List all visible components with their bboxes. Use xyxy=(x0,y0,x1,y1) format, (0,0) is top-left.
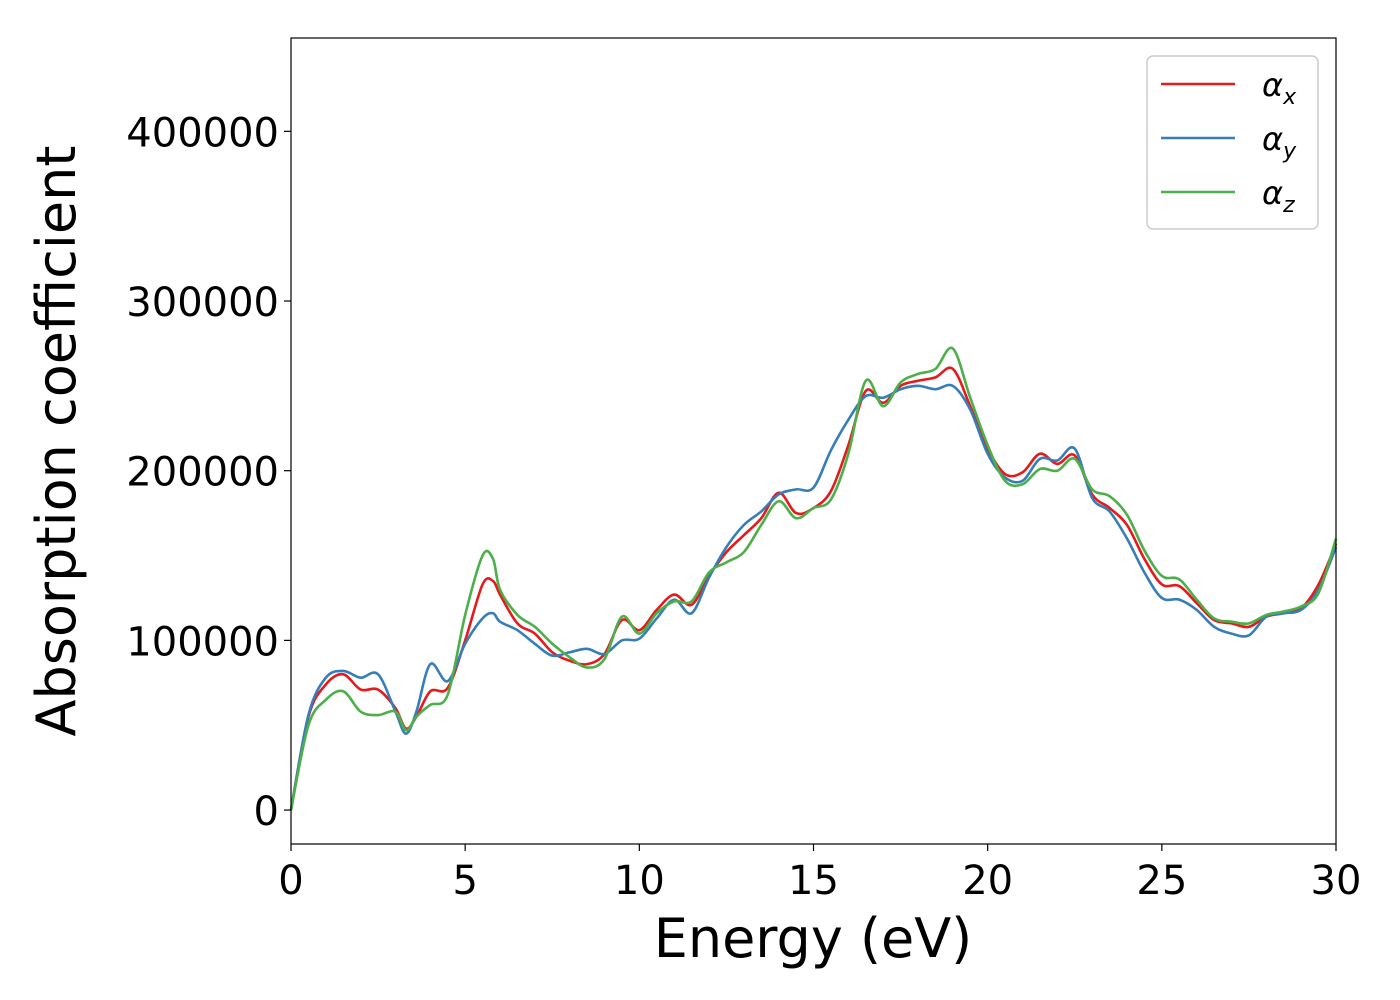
legend: αx αy αz xyxy=(1146,55,1319,230)
y-axis-title: Absorption coefficient xyxy=(25,146,88,737)
x-tick-label: 30 xyxy=(1311,858,1362,904)
y-ticks: 0 100000 200000 300000 400000 xyxy=(126,110,291,835)
y-tick-label: 400000 xyxy=(126,110,279,156)
series-layer xyxy=(289,346,1338,811)
x-tick-label: 20 xyxy=(962,858,1013,904)
legend-label-alpha-y: αy xyxy=(1262,120,1297,164)
x-tick-label: 5 xyxy=(452,858,477,904)
series-line-alpha-z xyxy=(289,346,1338,811)
legend-frame xyxy=(1146,55,1319,230)
y-tick-label: 300000 xyxy=(126,280,279,326)
x-ticks: 0 5 10 15 20 25 30 xyxy=(278,844,1361,904)
legend-label-alpha-z: αz xyxy=(1262,174,1295,218)
x-tick-label: 25 xyxy=(1136,858,1187,904)
x-tick-label: 10 xyxy=(614,858,665,904)
y-tick-label: 200000 xyxy=(126,450,279,496)
x-tick-label: 15 xyxy=(788,858,839,904)
legend-label-alpha-x: αx xyxy=(1262,66,1297,110)
x-axis-title: Energy (eV) xyxy=(654,907,973,970)
x-tick-label: 0 xyxy=(278,858,303,904)
y-tick-label: 0 xyxy=(254,789,279,835)
series-line-alpha-y xyxy=(289,383,1338,811)
y-tick-label: 100000 xyxy=(126,619,279,665)
